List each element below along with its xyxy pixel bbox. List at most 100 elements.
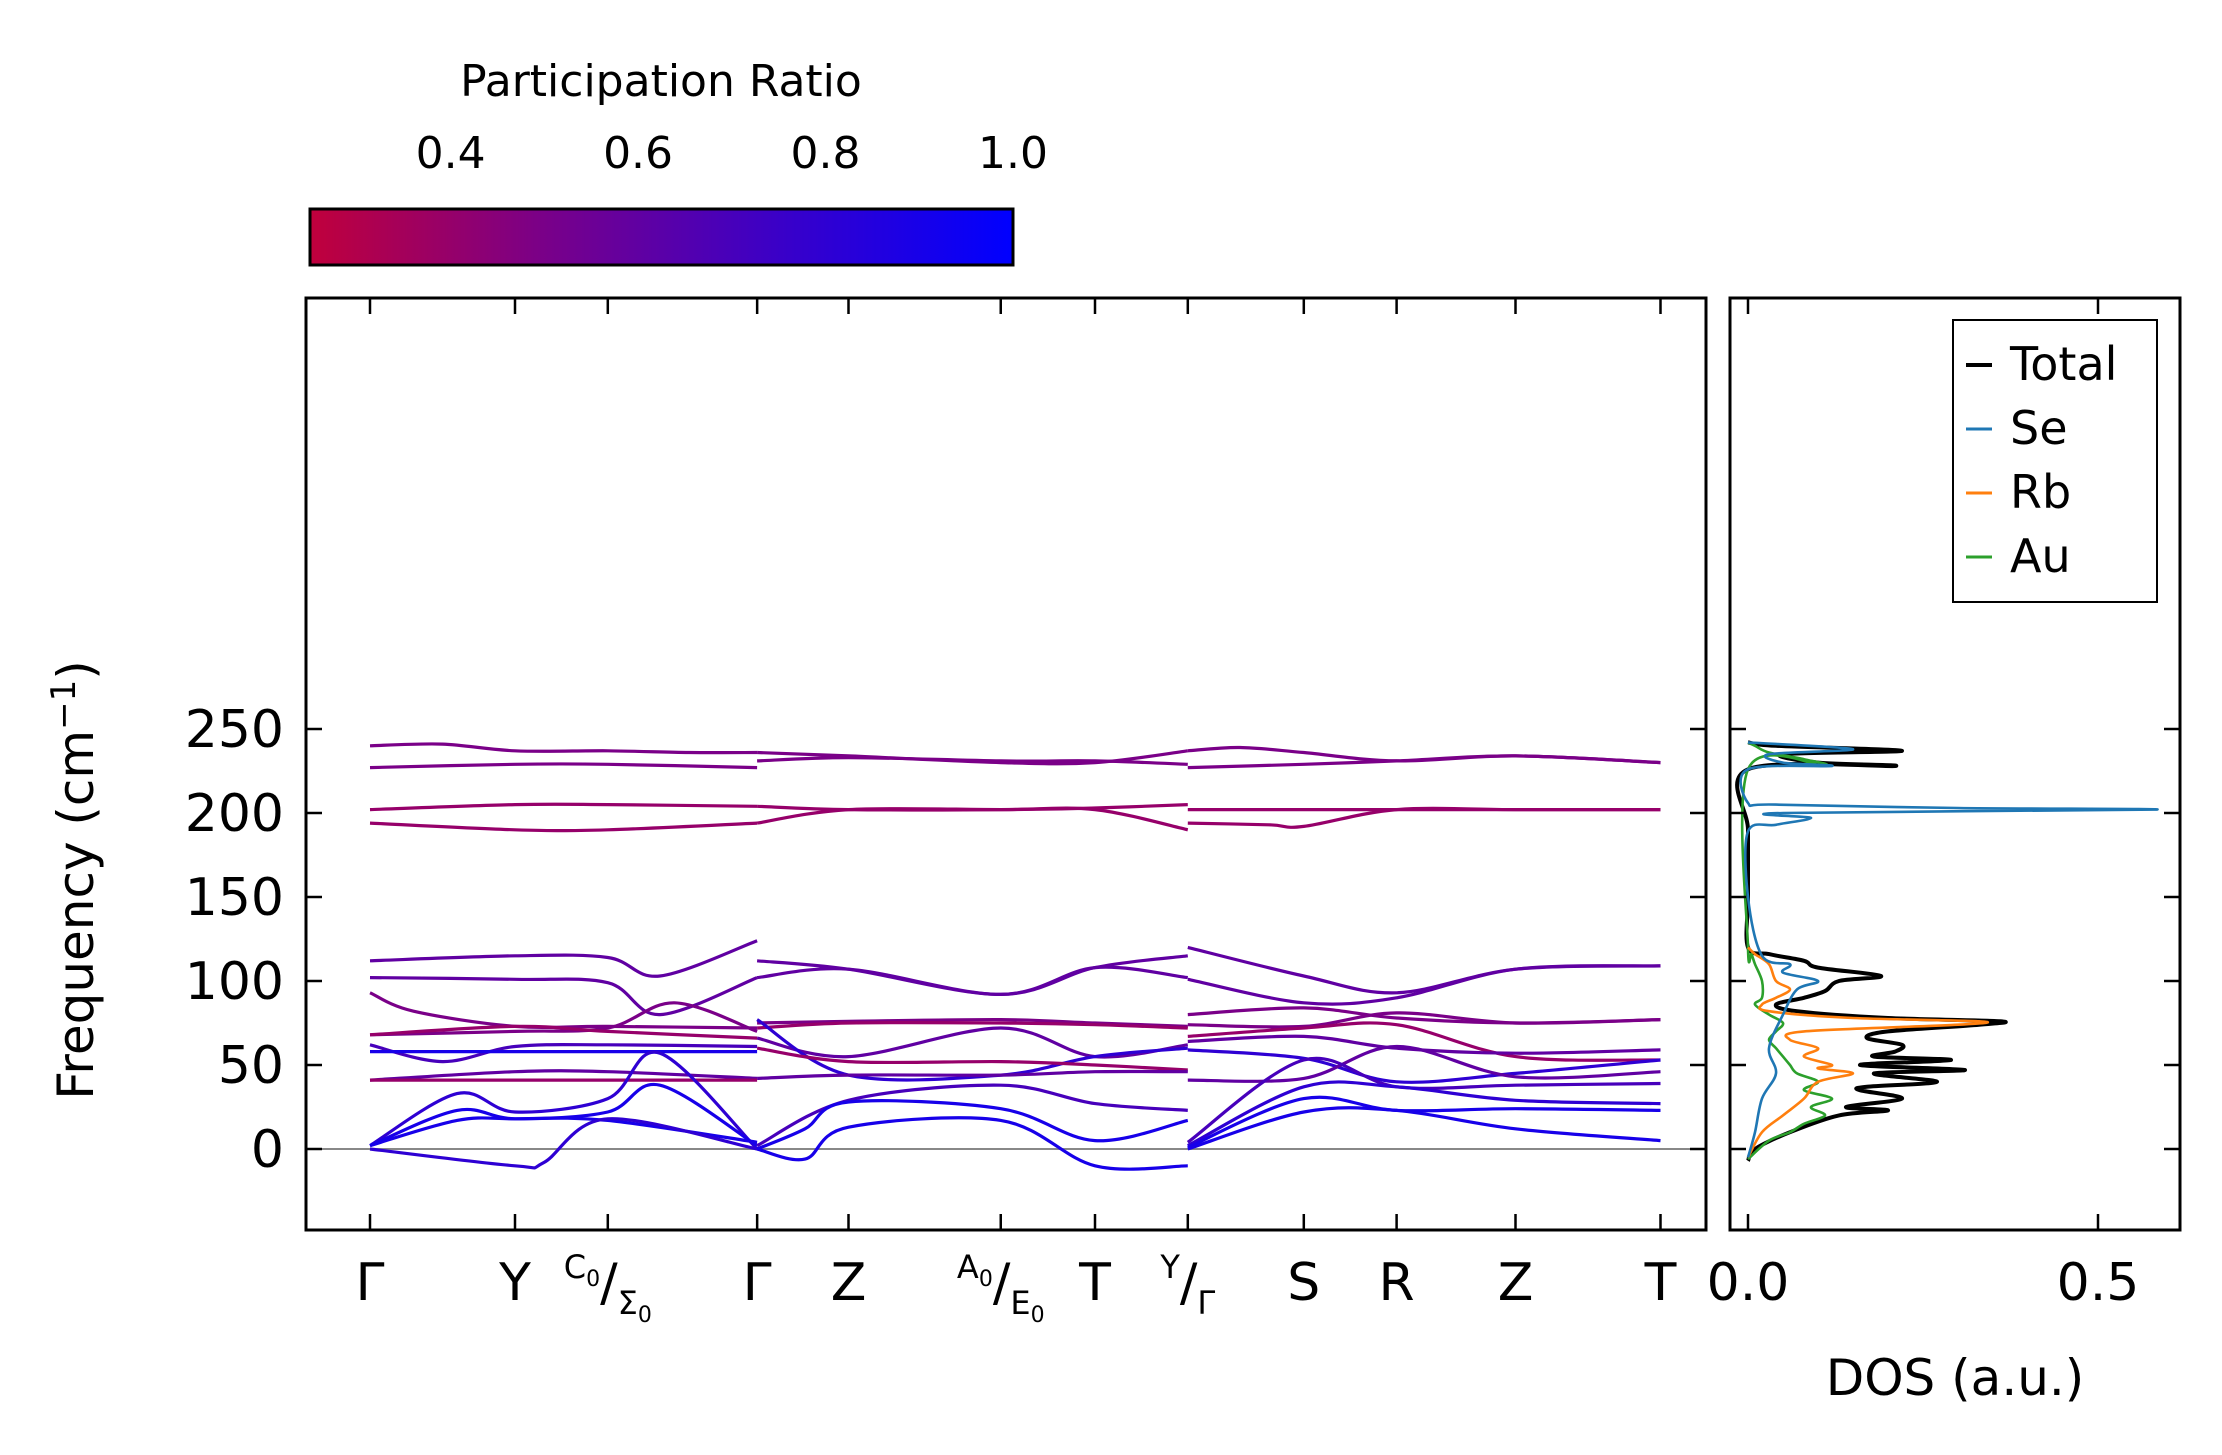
x-tick-label-sub-sub: 0 (1031, 1303, 1045, 1328)
x-tick-label: Γ (743, 1253, 772, 1313)
dos-lines (1735, 740, 2159, 1162)
x-tick-label-sup-sub: 0 (586, 1267, 600, 1292)
x-tick-label-sup: A (957, 1248, 979, 1286)
x-tick-label-main: / (1180, 1253, 1198, 1313)
phonon-band (757, 755, 1188, 766)
colorbar: Participation Ratio 0.4 0.6 0.8 1.0 (308, 56, 1048, 267)
colorbar-ticks: 0.4 0.6 0.8 1.0 (416, 128, 1048, 263)
colorbar-tick-label: 0.8 (791, 128, 861, 179)
dos-ticks: 0.0 0.5 (1707, 298, 2180, 1313)
phonon-band (369, 991, 758, 1030)
y-tick-label: 0 (251, 1120, 284, 1180)
x-tick-label: R (1379, 1253, 1415, 1313)
phonon-band (1187, 1106, 1661, 1151)
phonon-band (369, 1042, 758, 1064)
phonon-band (756, 806, 1189, 832)
phonon-band (756, 1026, 1189, 1059)
phonon-band (369, 821, 758, 833)
y-axis-label-main: Frequency (cm (47, 730, 105, 1100)
phonon-band (1187, 1080, 1661, 1148)
y-axis-label-sup: −1 (44, 680, 84, 730)
dos-series-rb (1746, 946, 1990, 1159)
phonon-band (757, 1069, 1188, 1080)
x-tick-label: Z (1498, 1253, 1534, 1313)
phonon-band (369, 742, 758, 755)
phonon-band (1187, 1048, 1661, 1084)
dos-series-au (1740, 741, 1834, 1161)
y-axis-label-close: ) (47, 660, 105, 680)
x-tick-label: S (1287, 1253, 1320, 1313)
phonon-band (369, 1117, 758, 1170)
phonon-band (756, 1099, 1189, 1151)
phonon-band (1187, 1011, 1661, 1029)
dos-panel: 0.0 0.5 DOS (a.u.) Total Se Rb Au (1707, 296, 2182, 1407)
x-tick-label-main: / (600, 1253, 618, 1313)
y-tick-label: 200 (185, 784, 284, 844)
phonon-band (369, 1050, 759, 1151)
band-y-ticks: 0 50 100 150 200 250 (185, 700, 1706, 1180)
x-tick-label: Γ (356, 1253, 385, 1313)
colorbar-bar (308, 207, 1015, 267)
phonon-band (369, 1069, 758, 1082)
x-tick-label: T (1644, 1253, 1677, 1313)
dos-x-tick-label: 0.0 (1707, 1253, 1790, 1313)
x-tick-label: Z (831, 1253, 867, 1313)
phonon-band (369, 939, 758, 978)
band-axes-frame (304, 296, 1708, 1232)
band-lines (369, 742, 1661, 1171)
phonon-band (1187, 964, 1661, 1006)
x-tick-label-sub-sub: 0 (638, 1303, 652, 1328)
colorbar-tick-label: 1.0 (978, 128, 1048, 179)
x-tick-label-sup: Y (1159, 1248, 1180, 1286)
x-tick-label: C0/Σ0 (564, 1248, 652, 1328)
y-tick-label: 50 (218, 1036, 284, 1096)
x-tick-label-sub: E (1010, 1284, 1030, 1322)
phonon-band (1186, 1056, 1661, 1144)
x-tick-label-sup-sub: 0 (979, 1267, 993, 1292)
phonon-band (756, 1046, 1188, 1072)
phonon-band (369, 1082, 758, 1148)
colorbar-title: Participation Ratio (460, 56, 862, 107)
dos-legend: Total Se Rb Au (1952, 319, 2158, 603)
phonon-band (369, 1024, 758, 1040)
phonon-band (1187, 1044, 1661, 1083)
dos-series-se (1739, 741, 2159, 1158)
y-tick-label: 100 (185, 952, 284, 1012)
dos-axes-frame (1728, 296, 2182, 1232)
phonon-band (369, 762, 758, 770)
band-x-ticks: Γ Y C0/Σ0Γ Z A0/E0T Y/Γ S R Z T (356, 298, 1677, 1328)
phonon-band (756, 954, 1189, 997)
y-axis-label: Frequency (cm−1) (44, 660, 105, 1100)
x-tick-label-sup: C (564, 1248, 586, 1286)
x-tick-label-main: / (993, 1253, 1011, 1313)
dos-x-tick-label: 0.5 (2057, 1253, 2140, 1313)
colorbar-tick-label: 0.4 (416, 128, 486, 179)
x-tick-label: T (1078, 1253, 1111, 1313)
legend-label-se: Se (2010, 401, 2068, 455)
legend-label-rb: Rb (2010, 465, 2071, 519)
phonon-band (1187, 1021, 1661, 1062)
phonon-band (756, 1116, 1188, 1171)
phonon-band (1187, 1034, 1661, 1055)
phonon-band (369, 802, 758, 812)
legend-label-total: Total (2009, 337, 2117, 391)
x-tick-label: A0/E0 (957, 1248, 1045, 1328)
phonon-band (757, 1020, 1188, 1030)
phonon-band (756, 965, 1188, 997)
colorbar-tick-label: 0.6 (603, 128, 673, 179)
phonon-band (1187, 945, 1661, 995)
legend-label-au: Au (2010, 529, 2071, 583)
x-tick-label-sub: Σ (618, 1284, 638, 1322)
phonon-band (369, 1001, 758, 1037)
legend-items: Total Se Rb Au (1966, 337, 2117, 583)
y-tick-label: 150 (185, 868, 284, 928)
phonon-band (1187, 806, 1661, 829)
phonon-band (1187, 754, 1661, 770)
dos-x-axis-label: DOS (a.u.) (1826, 1349, 2085, 1407)
x-tick-label-sub: Γ (1197, 1284, 1215, 1322)
phonon-band (756, 1083, 1188, 1148)
x-tick-label: Y/Γ (1159, 1248, 1215, 1322)
y-tick-label: 250 (185, 700, 284, 760)
